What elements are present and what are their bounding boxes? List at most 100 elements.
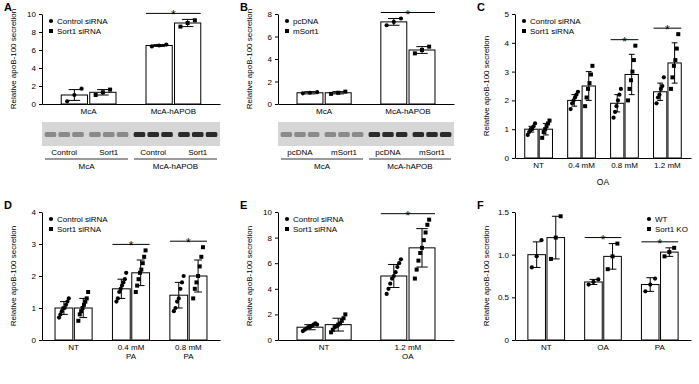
legend-marker	[522, 29, 526, 33]
y-tick-mark	[275, 340, 278, 341]
data-point	[178, 287, 182, 291]
data-point	[427, 218, 431, 222]
bar	[585, 282, 603, 340]
error-bar	[614, 95, 620, 112]
error-bar	[552, 216, 560, 259]
y-tick-mark	[512, 72, 515, 73]
y-tick-label: 6	[32, 46, 37, 55]
y-tick: 6	[268, 259, 278, 268]
y-tick: 3	[32, 240, 42, 249]
data-point	[633, 44, 637, 48]
x-axis-line	[279, 340, 455, 341]
error-bar	[609, 244, 617, 270]
blot-band	[281, 132, 292, 137]
y-axis: 00.51.01.5	[498, 208, 516, 345]
blot-band	[369, 132, 380, 137]
error-bar	[388, 19, 399, 26]
y-tick-label: 2	[32, 82, 37, 91]
legend-label: Control siRNA	[530, 17, 581, 26]
error-bar	[117, 279, 125, 298]
blot-band	[352, 132, 363, 137]
y-tick-mark	[39, 86, 42, 87]
y-tick-label: 8	[32, 28, 37, 37]
panel: 00.51.01.5NTOAPARelative apoB-100 secret…	[477, 199, 692, 352]
panel-label: D	[4, 199, 12, 211]
plot-area	[55, 245, 207, 340]
blot-lane-label: Sort1	[99, 148, 119, 157]
y-tick-label: 8	[268, 234, 273, 243]
data-point	[385, 292, 389, 296]
y-axis-line	[42, 15, 43, 105]
y-tick-mark	[39, 244, 42, 245]
legend-entry: WT	[647, 215, 668, 224]
y-tick: 8	[268, 10, 278, 19]
data-point	[141, 261, 145, 265]
x-axis: NT0.4 mM0.8 mM1.2 mM	[516, 159, 692, 170]
y-tick-label: 10	[263, 208, 272, 217]
legend: Control siRNASort1 siRNA	[285, 215, 344, 234]
y-tick: 0	[268, 100, 278, 109]
x-axis-line	[516, 158, 692, 159]
y-tick-label: 4	[32, 208, 37, 217]
y-tick-mark	[275, 104, 278, 105]
error-bar	[137, 260, 145, 286]
data-point	[586, 87, 590, 91]
x-tick: McA-hAPOB	[385, 107, 430, 116]
bar	[170, 295, 188, 340]
y-tick: 6	[32, 46, 42, 55]
legend-entry: Sort1 siRNA	[49, 225, 102, 234]
x-tick-label: 1.2 mMOA	[395, 343, 422, 361]
panel-label: A	[4, 1, 12, 13]
x-tick-label: McA-hAPOB	[151, 107, 196, 116]
data-point	[660, 84, 664, 88]
data-point	[673, 58, 677, 62]
significance-label: *	[665, 23, 670, 37]
y-tick-label: 1	[32, 304, 37, 313]
y-tick-mark	[39, 14, 42, 15]
data-point	[201, 245, 205, 249]
y-tick: 2	[32, 272, 42, 281]
x-axis: McAMcA-hAPOB	[279, 105, 455, 116]
x-tick-label: 0.4 mM	[568, 161, 595, 170]
blot-band	[103, 132, 115, 137]
blot-band	[440, 132, 451, 137]
legend: Control siRNASort1 siRNA	[49, 17, 108, 36]
y-axis: 0246810	[263, 208, 278, 345]
legend-marker	[49, 29, 53, 33]
error-bar	[590, 279, 598, 284]
y-axis: 02468	[268, 10, 279, 109]
blot-band	[45, 132, 57, 137]
data-point	[65, 99, 69, 103]
data-point	[583, 104, 587, 108]
x-tick-label-line: 0.8 mM	[175, 343, 202, 352]
data-point	[669, 87, 673, 91]
y-tick-mark	[512, 340, 515, 341]
data-point	[422, 238, 426, 242]
x-axis-line	[516, 340, 692, 341]
y-tick: 1.0	[498, 251, 515, 260]
error-bar	[533, 242, 541, 268]
data-point	[617, 93, 621, 97]
y-tick: 4	[268, 285, 278, 294]
data-point	[632, 58, 636, 62]
legend-label: Control siRNA	[57, 215, 108, 224]
y-tick-label: 4	[268, 55, 273, 64]
y-tick: 4	[32, 64, 42, 73]
bar	[641, 285, 659, 340]
blot-background	[42, 122, 220, 146]
legend-marker	[647, 217, 651, 221]
x-tick: PA	[655, 343, 666, 352]
legend-marker	[285, 19, 289, 23]
legend-entry: Sort1 siRNA	[522, 27, 575, 36]
x-tick: 0.4 mM	[568, 161, 595, 170]
data-point	[173, 306, 177, 310]
legend-marker	[647, 227, 651, 231]
y-tick-label: 0	[32, 100, 37, 109]
x-tick-label: 1.2 mM	[654, 161, 681, 170]
significance-label: *	[171, 8, 176, 22]
y-axis: 012345	[505, 10, 516, 163]
panel-label: C	[477, 1, 485, 13]
x-tick: McA-hAPOB	[151, 107, 196, 116]
panel: 02468McAMcA-hAPOBRelative apoB-100 secre…	[240, 1, 455, 171]
y-tick-label: 4	[32, 64, 37, 73]
